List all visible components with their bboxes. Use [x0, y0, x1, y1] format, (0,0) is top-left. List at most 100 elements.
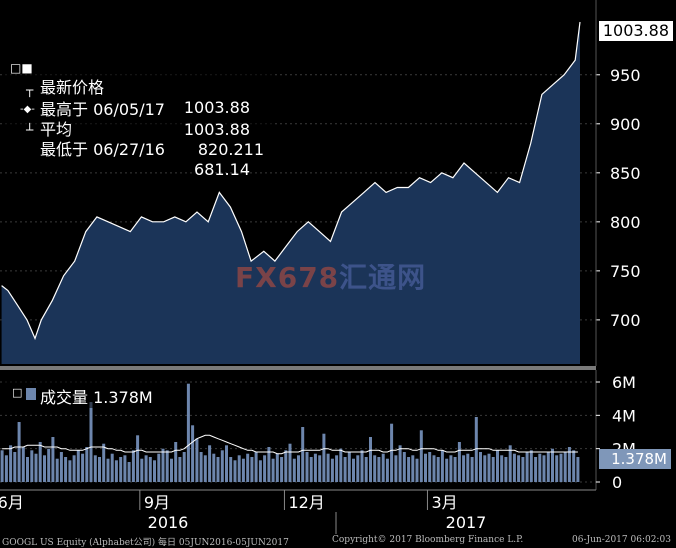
- volume-bar: [297, 455, 300, 482]
- volume-bar: [563, 452, 567, 482]
- volume-bar: [280, 457, 284, 482]
- volume-bar: [208, 445, 212, 482]
- volume-bar: [339, 448, 343, 482]
- volume-legend-label: 成交量 1.378M: [40, 388, 153, 407]
- volume-bar: [496, 450, 499, 482]
- volume-bar: [4, 455, 8, 482]
- x-year-label: 2016: [148, 513, 189, 532]
- volume-bar: [199, 452, 203, 482]
- volume-bar: [123, 455, 127, 482]
- volume-bar: [102, 443, 106, 482]
- watermark-text: FX678: [235, 261, 340, 294]
- volume-bar: [233, 460, 237, 482]
- legend-avg-value: 820.211: [197, 140, 264, 159]
- volume-ma-line: [2, 434, 578, 455]
- volume-bar: [153, 460, 156, 482]
- volume-y-tick-label: 4M: [612, 406, 636, 425]
- volume-bar: [432, 455, 436, 482]
- volume-tag: 1.378M: [599, 449, 671, 469]
- volume-bar: [373, 455, 377, 482]
- price-area-series: [1, 21, 581, 364]
- volume-bar: [106, 458, 110, 482]
- volume-bar: [203, 455, 207, 482]
- volume-bar: [546, 452, 550, 482]
- volume-moving-average: [2, 434, 578, 455]
- volume-bar: [385, 458, 389, 482]
- volume-bar: [538, 453, 542, 482]
- legend-high: ┬ 最高于 06/05/17 1003.88: [4, 60, 250, 160]
- panel-divider: [0, 366, 596, 370]
- price-y-tick-label: 800: [610, 213, 641, 232]
- volume-bar: [457, 442, 461, 482]
- volume-bar: [237, 455, 241, 482]
- volume-bar: [186, 383, 190, 482]
- volume-legend-toggle-icon: □: [12, 386, 23, 399]
- legend-low: ┴ 最低于 06/27/16 681.14: [4, 100, 250, 200]
- volume-bar: [30, 450, 34, 482]
- footer-right: 06-Jun-2017 06:02:03: [572, 535, 671, 545]
- volume-bar: [140, 458, 144, 482]
- volume-bar: [114, 460, 118, 482]
- x-year-label: 2017: [446, 513, 487, 532]
- price-legend: □■ 最新价格 1003.88 ┬ 最高于 06/05/17 1003.88 -…: [4, 36, 274, 179]
- volume-bar: [267, 447, 271, 482]
- volume-bar: [195, 438, 199, 482]
- volume-bar: [275, 453, 279, 482]
- volume-bar: [55, 458, 59, 482]
- volume-bar: [110, 453, 114, 482]
- volume-bar: [182, 452, 186, 482]
- volume-bar: [572, 450, 576, 482]
- volume-bar: [191, 425, 195, 482]
- volume-bar: [212, 453, 216, 482]
- volume-bar: [470, 457, 474, 482]
- volume-bar: [81, 453, 85, 482]
- volume-bar: [525, 452, 529, 482]
- volume-bar: [407, 457, 411, 482]
- volume-legend-swatch: [26, 388, 36, 400]
- volume-bar: [521, 457, 525, 482]
- legend-high-label: 最高于 06/05/17: [40, 100, 165, 119]
- volume-bar: [288, 443, 292, 482]
- volume-bar: [318, 455, 322, 482]
- x-axis: 6月 9月 12月 3月 2016 2017: [0, 489, 596, 534]
- volume-bar: [508, 445, 512, 482]
- volume-bar: [76, 450, 80, 482]
- volume-bar: [419, 430, 423, 482]
- volume-bar: [500, 455, 504, 482]
- price-y-tick-label: 700: [610, 311, 641, 330]
- volume-bar: [271, 458, 275, 482]
- volume-bar: [474, 417, 478, 482]
- volume-bar: [555, 455, 559, 482]
- watermark: FX678汇通网: [235, 256, 426, 296]
- volume-bar: [220, 450, 224, 482]
- volume-bar: [347, 452, 351, 482]
- volume-bar: [170, 458, 173, 482]
- volume-bar: [241, 458, 245, 482]
- volume-bar: [364, 457, 368, 482]
- volume-bar: [330, 458, 334, 482]
- volume-bar: [402, 452, 406, 482]
- volume-bar: [21, 447, 25, 482]
- volume-bar: [449, 455, 453, 482]
- legend-high-value: 1003.88: [183, 120, 250, 139]
- price-y-tick-label: 850: [610, 164, 641, 183]
- legend-low-label: 最低于 06/27/16: [40, 140, 165, 159]
- volume-legend: □ 成交量 1.378M: [4, 380, 172, 408]
- volume-bar: [72, 455, 76, 482]
- volume-bar: [369, 437, 372, 482]
- volume-bar: [415, 458, 419, 482]
- volume-bar: [64, 457, 68, 482]
- legend-avg-symbol: -◆-: [20, 104, 35, 115]
- volume-bar: [258, 460, 262, 482]
- x-tick-label: 9月: [144, 493, 170, 512]
- volume-bar: [390, 423, 394, 482]
- volume-bar: [466, 453, 470, 482]
- volume-bar: [144, 455, 148, 482]
- volume-bar: [229, 457, 233, 482]
- volume-bar: [534, 457, 538, 482]
- volume-bar: [428, 452, 432, 482]
- price-y-tick-label: 750: [610, 262, 641, 281]
- volume-bar: [165, 450, 169, 482]
- volume-bar: [512, 453, 516, 482]
- legend-avg-label: 平均: [40, 120, 73, 139]
